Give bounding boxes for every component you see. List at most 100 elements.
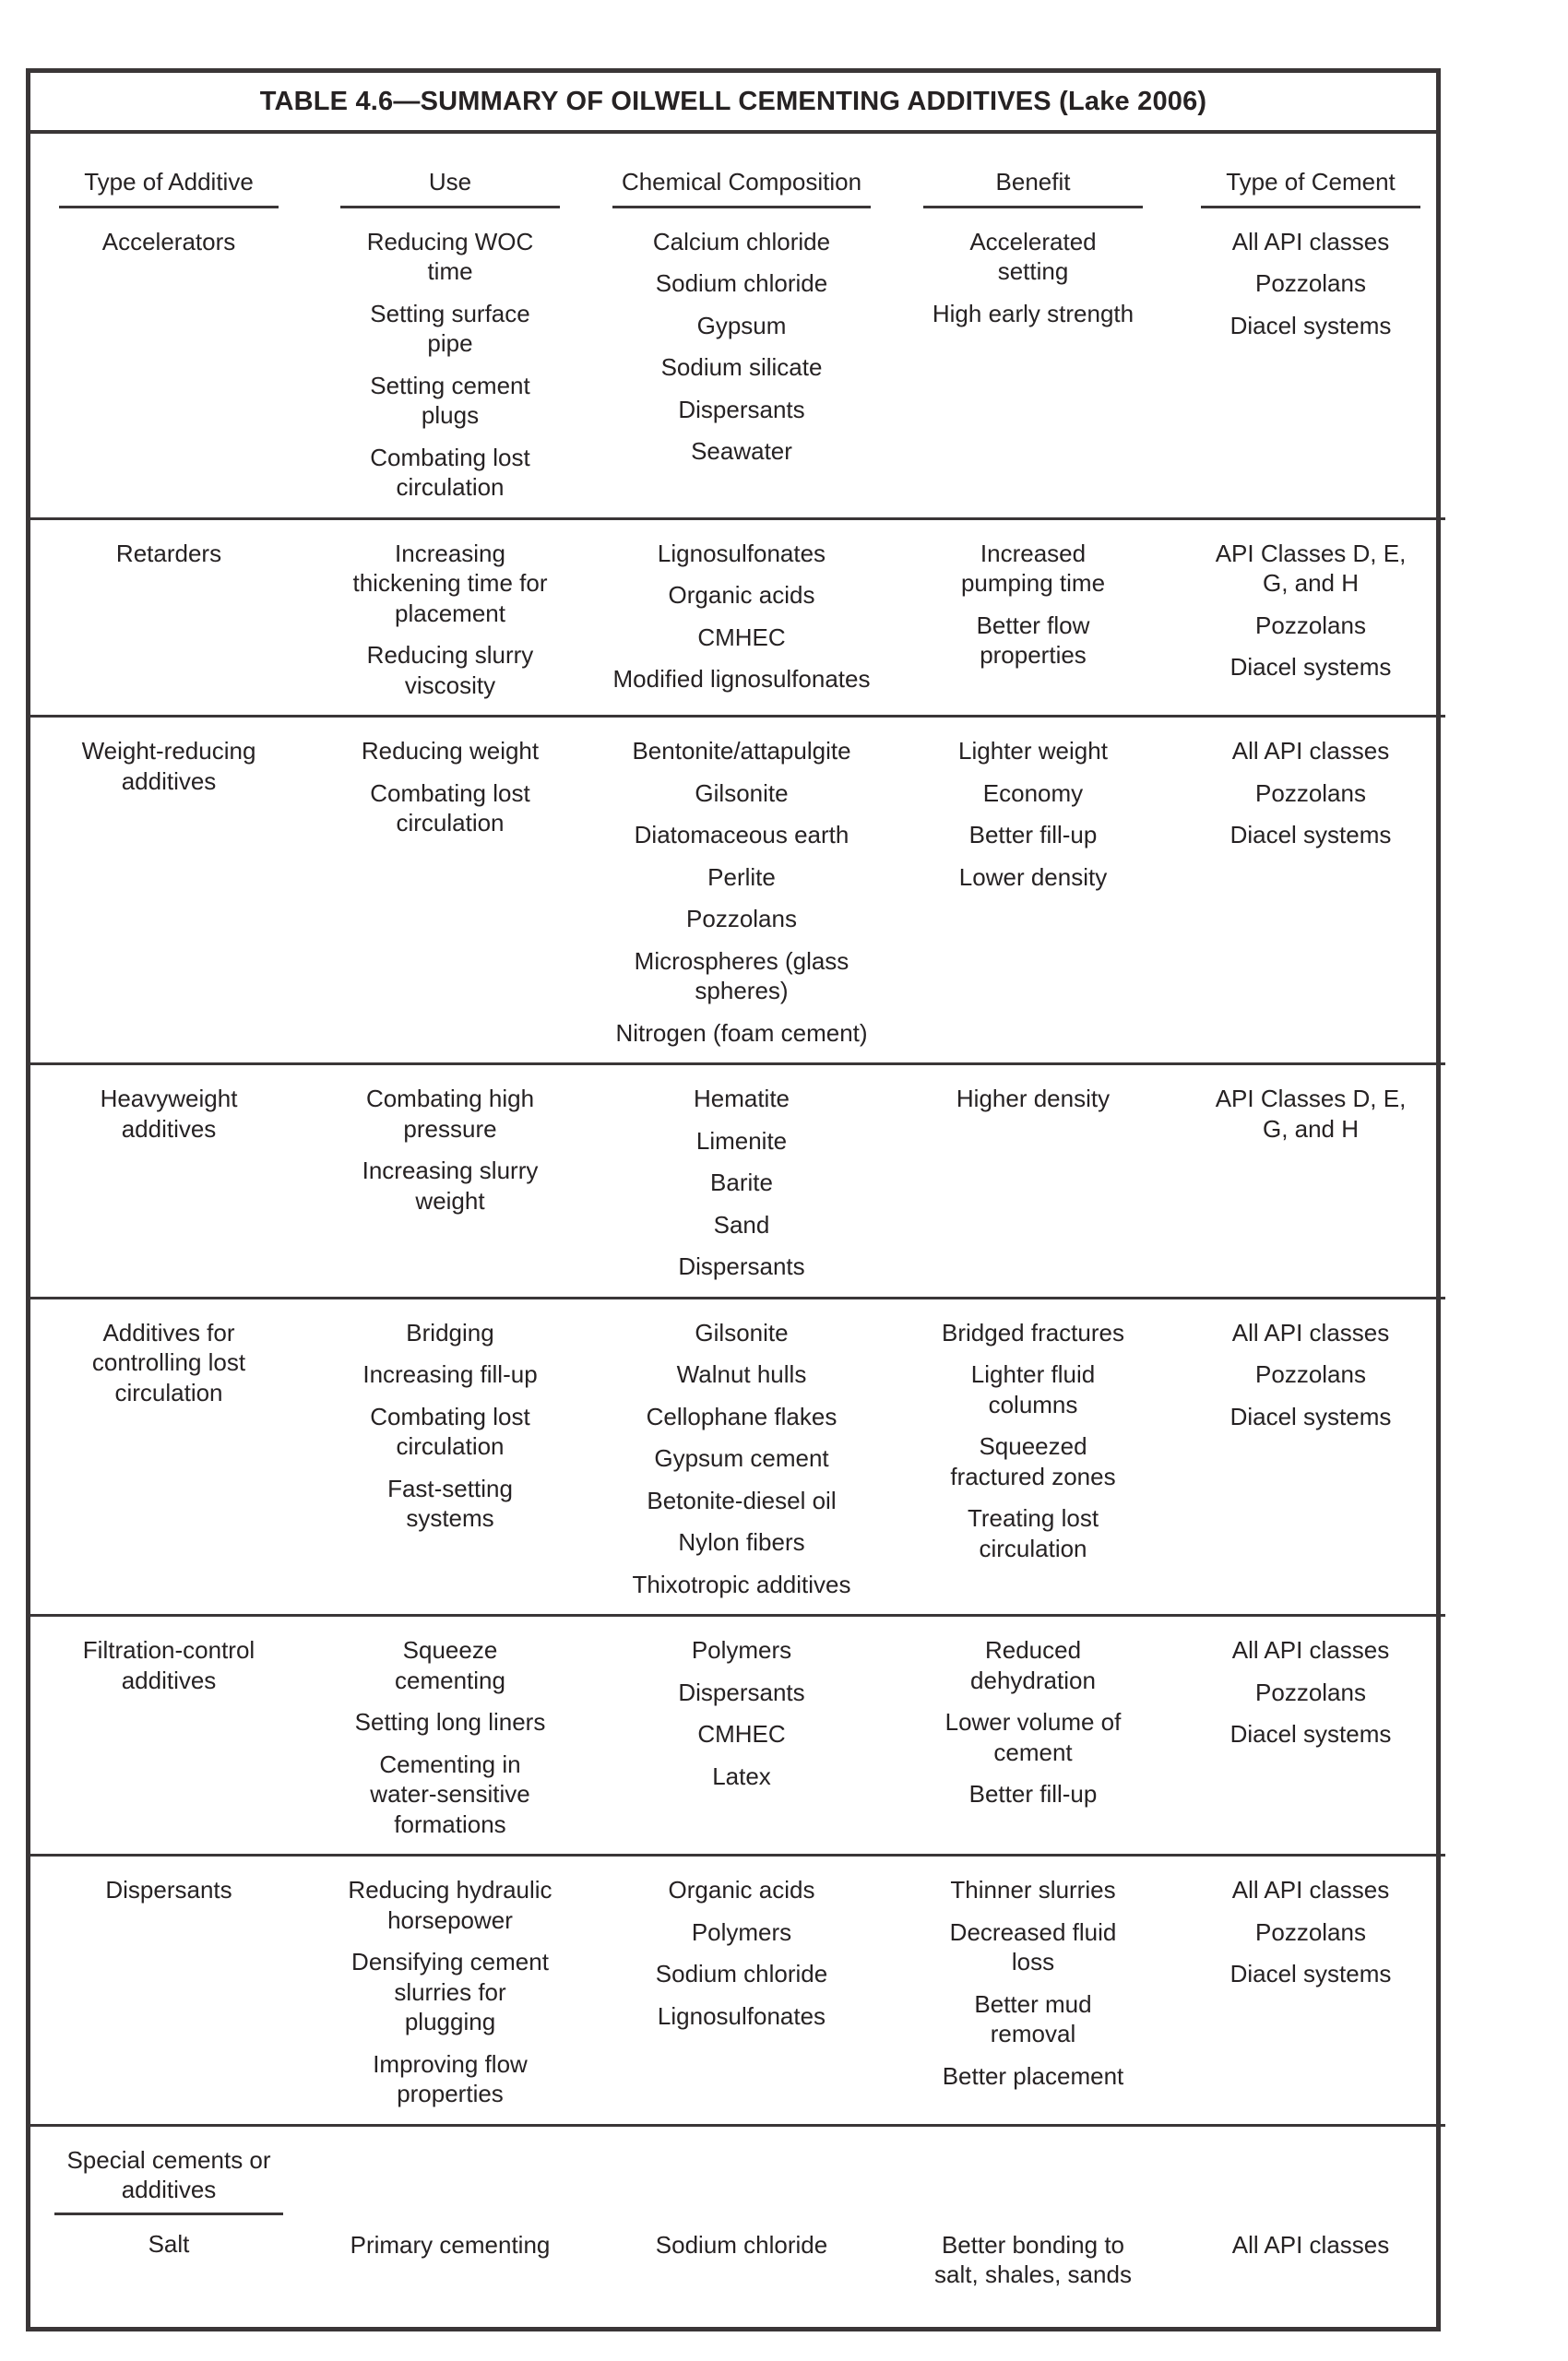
cell-type-of-additive: Special cements or additives Salt <box>30 2123 307 2327</box>
cell-item: Modified lignosulfonates <box>612 665 871 693</box>
cell-item: Pozzolans <box>1255 1917 1366 1946</box>
cell-item: Setting surface pipe <box>370 299 530 358</box>
cell-item: Pozzolans <box>686 905 797 932</box>
cell-item: Sand <box>713 1210 770 1239</box>
cell-item: Sodium chloride <box>655 1960 828 1987</box>
cell-item: Bentonite/attapulgite <box>632 737 851 765</box>
cell-item: Increased pumping time <box>960 539 1106 598</box>
cell-item: Nitrogen (foam cement) <box>615 1018 868 1047</box>
cell-item: Organic acids <box>668 1876 815 1904</box>
cell-item: Better placement <box>942 2061 1124 2090</box>
cell-item: Lower density <box>958 862 1108 891</box>
cell-item: API Classes D, E, G, and H <box>1215 539 1407 598</box>
additive-name: Accelerators <box>101 227 236 255</box>
cell-item: API Classes D, E, G, and H <box>1215 1085 1407 1143</box>
cell-item: Reducing hydraulic horsepower <box>348 1876 552 1934</box>
column-header-type-of-cement: Type of Cement <box>1176 134 1445 208</box>
cell-item: Pozzolans <box>1255 269 1366 297</box>
cell-type-of-additive: Heavyweight additives <box>30 1062 307 1298</box>
cell-chemical-composition: Bentonite/attapulgite Gilsonite Diatomaceo… <box>593 715 890 1064</box>
column-header-type-of-additive: Type of Additive <box>30 134 307 208</box>
cell-item: Sodium silicate <box>660 353 823 381</box>
cell-item: Treating lost circulation <box>967 1504 1099 1562</box>
cell-item: Diacel systems <box>1229 653 1392 681</box>
cell-item: All API classes <box>1231 1318 1390 1347</box>
additives-table: TABLE 4.6—SUMMARY OF OILWELL CEMENTING A… <box>26 68 1445 2331</box>
cell-type-of-additive: Retarders <box>30 516 307 717</box>
cell-item: All API classes <box>1231 1876 1390 1904</box>
cell-type-of-cement: All API classes Pozzolans Diacel systems <box>1176 1296 1445 1616</box>
cell-type-of-additive: Accelerators <box>30 208 307 519</box>
additive-name: Filtration-control additives <box>82 1636 255 1694</box>
cell-item: Fast-setting systems <box>387 1474 513 1533</box>
cell-item: Setting long liners <box>354 1708 546 1736</box>
cell-benefit: Lighter weight Economy Better fill-up Lower… <box>890 715 1176 1064</box>
cell-item: Thinner slurries <box>950 1876 1116 1904</box>
cell-item: Squeezed fractured zones <box>950 1432 1116 1490</box>
cell-item: Better mud removal <box>974 1989 1092 2048</box>
cell-item: Increasing slurry weight <box>362 1157 539 1215</box>
cell-item: Organic acids <box>668 581 815 609</box>
cell-item: Lighter weight <box>958 737 1108 765</box>
cell-item: CMHEC <box>697 623 786 651</box>
cell-item: Gypsum cement <box>654 1444 829 1472</box>
cell-benefit: Better bonding to salt, shales, sands <box>890 2123 1176 2327</box>
cell-item: Reduced dehydration <box>970 1636 1096 1694</box>
cell-use: Reducing weight Combating lost circulatio… <box>307 715 593 1064</box>
cell-type-of-additive: Additives for controlling lost circulati… <box>30 1296 307 1616</box>
cell-item: Lignosulfonates <box>657 539 826 567</box>
cell-chemical-composition: Lignosulfonates Organic acids CMHEC Modifie… <box>593 516 890 717</box>
cell-benefit: Reduced dehydration Lower volume of cemen… <box>890 1614 1176 1856</box>
cell-item: Pozzolans <box>1255 611 1366 639</box>
cell-item: Pozzolans <box>1255 778 1366 807</box>
cell-item: Economy <box>982 778 1084 807</box>
cell-item: Sodium chloride <box>655 269 828 297</box>
cell-item: All API classes <box>1231 737 1390 765</box>
cell-item: Diacel systems <box>1229 1960 1392 1987</box>
cell-type-of-cement: API Classes D, E, G, and H <box>1176 1062 1445 1298</box>
additive-name: Heavyweight additives <box>100 1085 238 1143</box>
cell-item: Limenite <box>695 1126 788 1155</box>
cell-item: Diacel systems <box>1229 1402 1392 1430</box>
cell-benefit: Thinner slurries Decreased fluid loss Bett… <box>890 1854 1176 2125</box>
cell-item: Bridged fractures <box>942 1318 1124 1347</box>
cell-item: Combating lost circulation <box>370 1402 530 1461</box>
column-header-chemical-composition: Chemical Composition <box>593 134 890 208</box>
additive-name: Weight-reducing additives <box>81 737 256 795</box>
cell-item: Better fill-up <box>968 821 1098 848</box>
cell-item: Reducing weight <box>361 737 540 765</box>
cell-item: Walnut hulls <box>676 1360 807 1388</box>
cell-chemical-composition: Calcium chloride Sodium chloride Gypsum Sod… <box>593 208 890 519</box>
cell-type-of-cement: All API classes <box>1176 2123 1445 2327</box>
cell-item: Pozzolans <box>1255 1678 1366 1706</box>
cell-item: Barite <box>710 1169 773 1196</box>
cell-type-of-cement: All API classes Pozzolans Diacel systems <box>1176 208 1445 519</box>
cell-item: Cementing in water-sensitive formations <box>370 1750 530 1838</box>
cell-type-of-cement: All API classes Pozzolans Diacel systems <box>1176 1854 1445 2125</box>
cell-use: Primary cementing <box>307 2123 593 2327</box>
cell-item: Perlite <box>707 862 776 891</box>
cell-item: Dispersants <box>678 1252 805 1280</box>
cell-item: Hematite <box>693 1085 790 1112</box>
cell-item: Increasing thickening time for placement <box>352 539 548 627</box>
table-row: Filtration-control additives Squeeze ceme… <box>30 1614 1445 1856</box>
table-row: Heavyweight additives Combating high pres… <box>30 1062 1445 1298</box>
cell-item: Diacel systems <box>1229 1720 1392 1748</box>
cell-item: Thixotropic additives <box>632 1570 851 1598</box>
cell-item: Gypsum <box>696 311 787 339</box>
table-row: Additives for controlling lost circulati… <box>30 1296 1445 1616</box>
cell-item: Latex <box>712 1762 771 1790</box>
cell-item: Cellophane flakes <box>646 1402 837 1430</box>
cell-item: Squeeze cementing <box>395 1636 505 1694</box>
column-header-label: Benefit <box>923 167 1143 208</box>
cell-item: Diacel systems <box>1229 311 1392 339</box>
cell-item: Gilsonite <box>695 1318 789 1347</box>
cell-chemical-composition: Polymers Dispersants CMHEC Latex <box>593 1614 890 1856</box>
cell-item: Seawater <box>691 437 792 465</box>
cell-item: Higher density <box>956 1085 1111 1112</box>
cell-item: All API classes <box>1231 1636 1390 1664</box>
cell-item: Diacel systems <box>1229 821 1392 848</box>
cell-item: Densifying cement slurries for plugging <box>351 1948 549 2035</box>
column-header-label: Type of Cement <box>1201 167 1420 208</box>
cell-type-of-cement: API Classes D, E, G, and H Pozzolans Diace… <box>1176 516 1445 717</box>
